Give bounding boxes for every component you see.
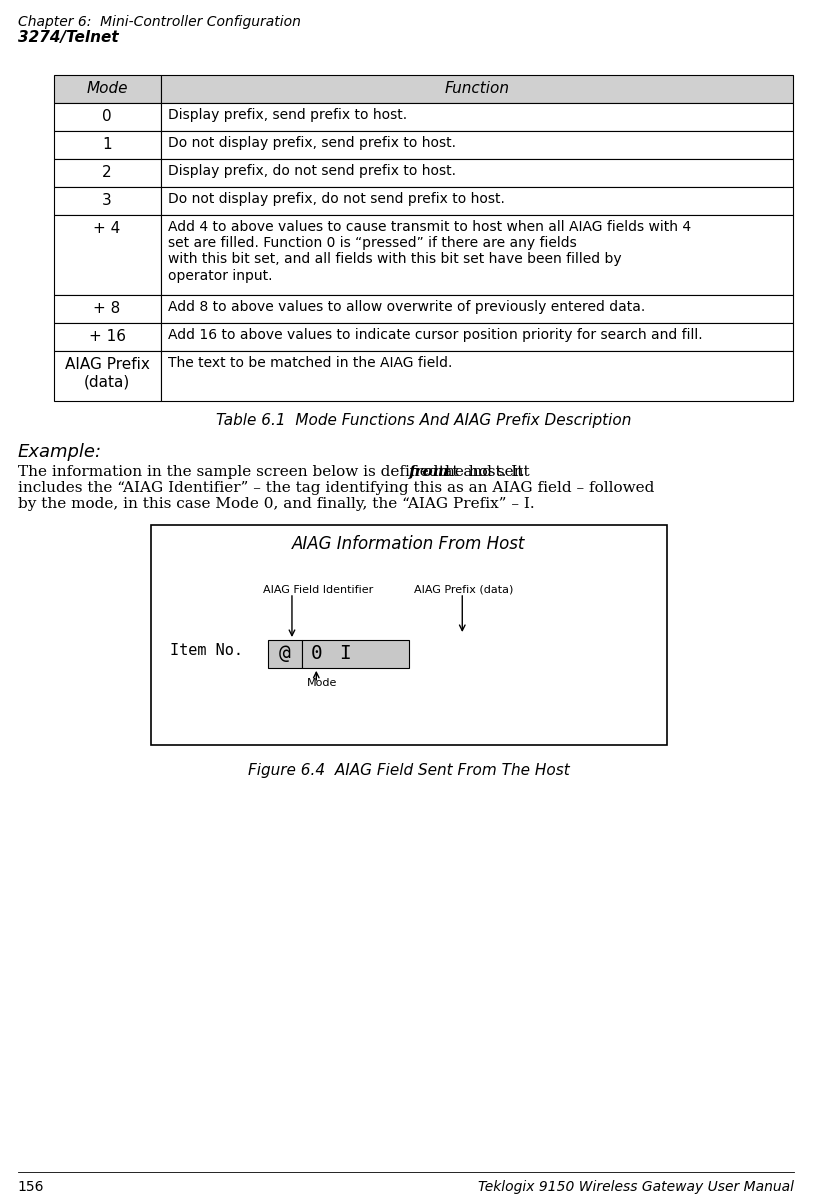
Text: Add 16 to above values to indicate cursor position priority for search and fill.: Add 16 to above values to indicate curso… [168,328,703,341]
Bar [161,159,793,187]
Text: the host. It: the host. It [435,465,524,479]
Text: 1: 1 [103,137,112,152]
Bar [161,103,793,131]
Text: 156: 156 [18,1180,44,1194]
Text: 0: 0 [310,643,322,662]
Text: AIAG Information From Host: AIAG Information From Host [292,536,525,553]
Text: Mode: Mode [307,678,337,688]
Text: AIAG Prefix
(data): AIAG Prefix (data) [64,357,149,389]
Text: includes the “AIAG Identifier” – the tag identifying this as an AIAG field – fol: includes the “AIAG Identifier” – the tag… [18,480,654,495]
Text: from: from [409,465,450,479]
Text: 3274/Telnet: 3274/Telnet [18,30,118,46]
Text: 0: 0 [103,109,112,123]
Text: Function: Function [445,81,510,96]
Text: Do not display prefix, do not send prefix to host.: Do not display prefix, do not send prefi… [168,192,505,206]
Text: Chapter 6:  Mini-Controller Configuration: Chapter 6: Mini-Controller Configuration [18,16,300,29]
Bar [161,214,793,295]
Text: Display prefix, do not send prefix to host.: Display prefix, do not send prefix to ho… [168,164,456,179]
Text: Item No.: Item No. [170,643,244,658]
Text: 2: 2 [103,165,112,180]
Text: Figure 6.4  AIAG Field Sent From The Host: Figure 6.4 AIAG Field Sent From The Host [248,763,570,778]
Text: AIAG Field Identifier: AIAG Field Identifier [263,585,373,595]
Text: Do not display prefix, send prefix to host.: Do not display prefix, send prefix to ho… [168,137,456,150]
Bar [53,295,161,323]
Text: 3: 3 [103,193,112,208]
Bar [53,214,161,295]
Text: I: I [339,643,350,662]
Bar [161,351,793,401]
Text: + 16: + 16 [88,329,126,344]
Text: Mode: Mode [86,81,128,96]
Text: The information in the sample screen below is defined at and sent: The information in the sample screen bel… [18,465,534,479]
Text: The text to be matched in the AIAG field.: The text to be matched in the AIAG field… [168,356,453,370]
Bar [53,323,161,351]
Text: Add 4 to above values to cause transmit to host when all AIAG fields with 4
set : Add 4 to above values to cause transmit … [168,220,691,283]
Bar [161,323,793,351]
Bar [53,351,161,401]
Bar [53,159,161,187]
Bar [151,525,666,745]
Bar [161,295,793,323]
Bar [161,187,793,214]
Text: @: @ [279,643,290,662]
Text: + 4: + 4 [93,220,121,236]
Text: Add 8 to above values to allow overwrite of previously entered data.: Add 8 to above values to allow overwrite… [168,300,646,314]
Bar [161,75,793,103]
Bar [53,103,161,131]
Bar [302,640,409,668]
Text: Teklogix 9150 Wireless Gateway User Manual: Teklogix 9150 Wireless Gateway User Manu… [478,1180,794,1194]
Text: Table 6.1  Mode Functions And AIAG Prefix Description: Table 6.1 Mode Functions And AIAG Prefix… [216,413,631,428]
Bar [53,187,161,214]
Text: AIAG Prefix (data): AIAG Prefix (data) [414,585,513,595]
Bar [53,75,161,103]
Bar [53,131,161,159]
Text: by the mode, in this case Mode 0, and finally, the “AIAG Prefix” – I.: by the mode, in this case Mode 0, and fi… [18,497,534,510]
Text: Example:: Example: [18,443,102,461]
Bar [268,640,302,668]
Bar [161,131,793,159]
Text: Display prefix, send prefix to host.: Display prefix, send prefix to host. [168,108,408,122]
Text: + 8: + 8 [93,301,121,316]
